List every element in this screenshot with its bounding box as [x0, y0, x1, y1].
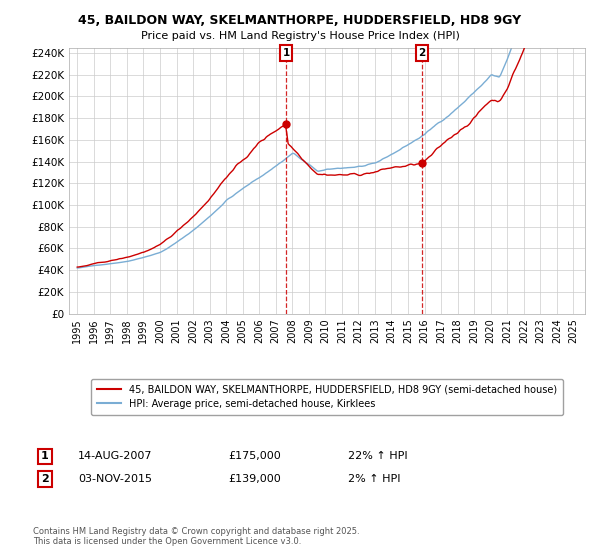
Text: 1: 1 [283, 48, 290, 58]
Text: 45, BAILDON WAY, SKELMANTHORPE, HUDDERSFIELD, HD8 9GY: 45, BAILDON WAY, SKELMANTHORPE, HUDDERSF… [79, 14, 521, 27]
Text: 03-NOV-2015: 03-NOV-2015 [78, 474, 152, 484]
Legend: 45, BAILDON WAY, SKELMANTHORPE, HUDDERSFIELD, HD8 9GY (semi-detached house), HPI: 45, BAILDON WAY, SKELMANTHORPE, HUDDERSF… [91, 379, 563, 415]
Text: Price paid vs. HM Land Registry's House Price Index (HPI): Price paid vs. HM Land Registry's House … [140, 31, 460, 41]
Text: 22% ↑ HPI: 22% ↑ HPI [348, 451, 407, 461]
Text: £139,000: £139,000 [228, 474, 281, 484]
Text: £175,000: £175,000 [228, 451, 281, 461]
Text: 2: 2 [41, 474, 49, 484]
Text: Contains HM Land Registry data © Crown copyright and database right 2025.
This d: Contains HM Land Registry data © Crown c… [33, 526, 359, 546]
Text: 2: 2 [418, 48, 425, 58]
Text: 2% ↑ HPI: 2% ↑ HPI [348, 474, 401, 484]
Text: 1: 1 [41, 451, 49, 461]
Text: 14-AUG-2007: 14-AUG-2007 [78, 451, 152, 461]
